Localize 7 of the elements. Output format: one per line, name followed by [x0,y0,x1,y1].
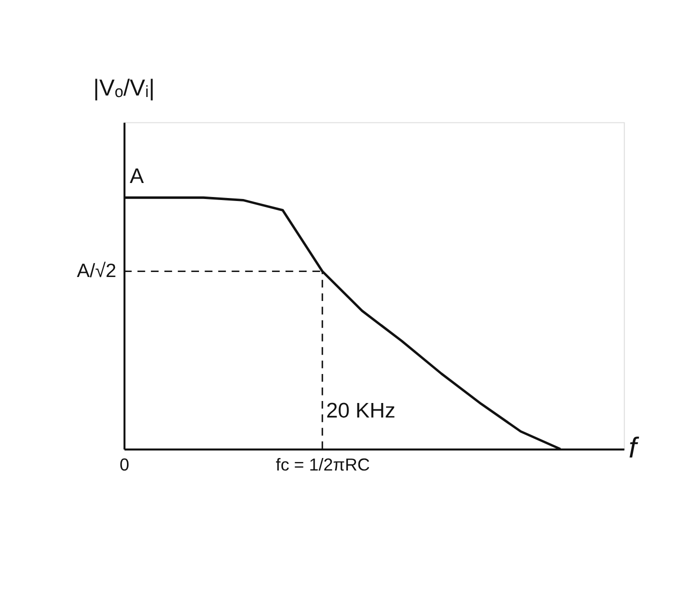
x-axis-title: f [628,432,640,465]
x-tick-label: 0 [120,454,130,475]
y-axis-title: |Vₒ/Vᵢ| [93,74,155,100]
ref-line-label: A/√2 [76,261,116,282]
x-tick-label: fc = 1/2πRC [276,454,370,475]
annotation: A [130,165,145,188]
annotation: 20 KHz [326,399,396,422]
